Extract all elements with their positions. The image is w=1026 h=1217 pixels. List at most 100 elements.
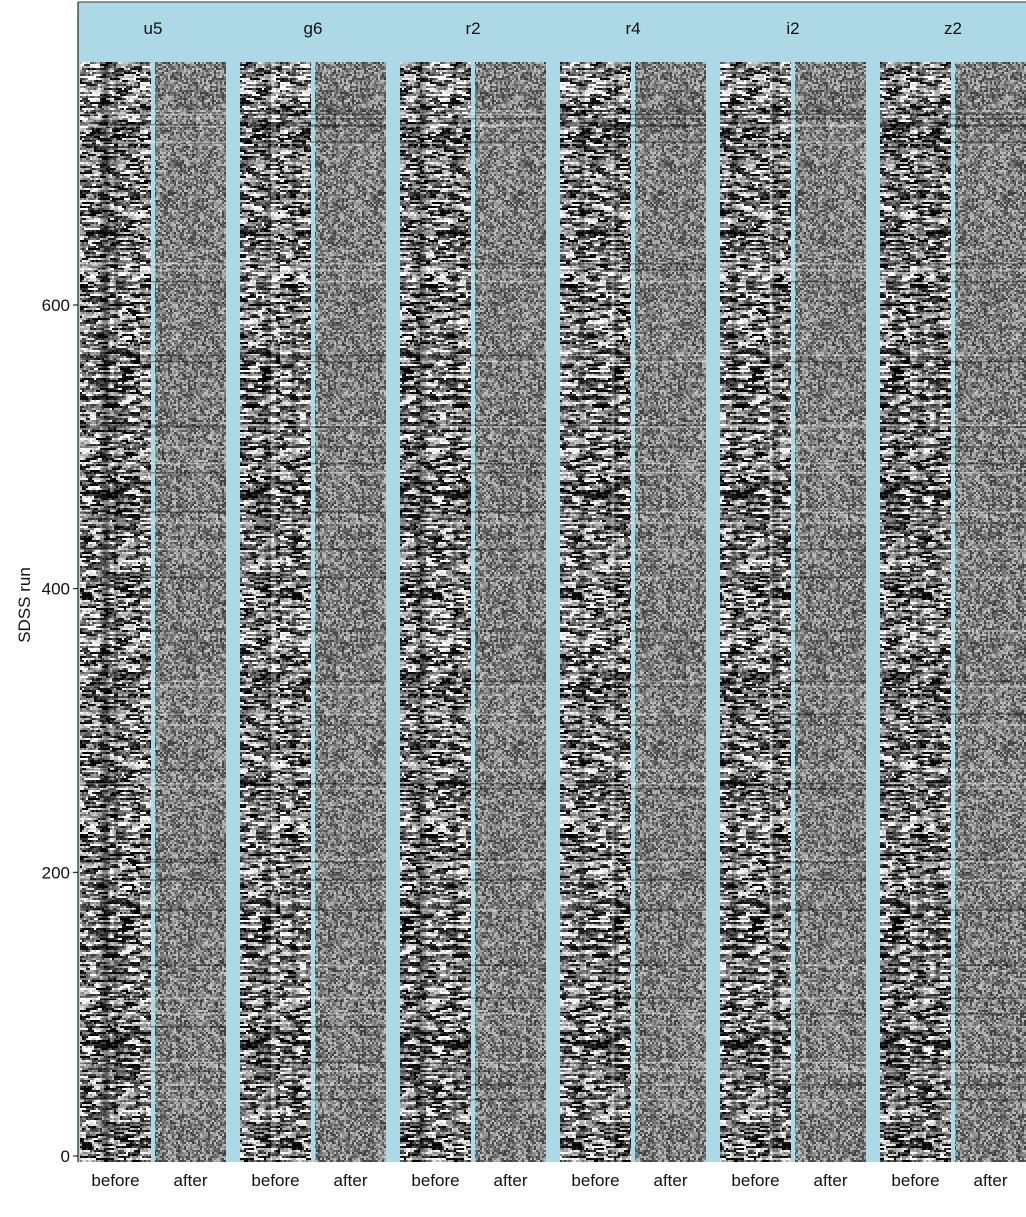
run-streak [560, 462, 706, 465]
run-streak [560, 511, 706, 513]
run-streak [720, 360, 866, 363]
run-streak [720, 713, 866, 715]
run-streak [720, 426, 866, 428]
run-streak [720, 909, 866, 911]
run-streak [560, 113, 706, 115]
run-streak [400, 858, 546, 861]
run-streak [240, 472, 386, 474]
run-streak [720, 1061, 866, 1064]
run-streak [240, 522, 386, 524]
heatmap-r2-before [400, 62, 471, 1162]
run-streak [720, 1013, 866, 1015]
panel-i2: i2 [720, 19, 866, 1162]
run-streak [560, 861, 706, 863]
run-streak [400, 263, 546, 265]
run-streak [80, 713, 226, 715]
run-streak [720, 630, 866, 632]
run-streak [720, 548, 866, 551]
run-streak [720, 997, 866, 999]
run-streak [560, 1070, 706, 1073]
run-streak [720, 858, 866, 861]
run-streak [80, 426, 226, 428]
run-streak [560, 1061, 706, 1064]
run-streak [560, 879, 706, 881]
run-streak [400, 360, 546, 363]
run-streak [240, 909, 386, 911]
run-streak [880, 280, 1026, 283]
run-streak [80, 630, 226, 632]
run-streak [880, 879, 1026, 881]
run-streak [400, 118, 546, 120]
run-streak [720, 879, 866, 881]
run-streak [80, 964, 226, 967]
run-streak [80, 858, 226, 861]
run-streak [240, 787, 386, 790]
run-streak [400, 964, 546, 967]
run-streak [880, 446, 1026, 448]
run-streak [80, 1013, 226, 1015]
run-streak [560, 446, 706, 448]
run-streak [560, 124, 706, 126]
column-band [611, 62, 615, 1162]
run-streak [400, 511, 546, 513]
run-streak [80, 110, 226, 112]
run-streak [880, 769, 1026, 771]
run-streak [880, 1084, 1026, 1086]
run-streak [400, 110, 546, 112]
run-streak [400, 1026, 546, 1028]
run-streak [560, 1026, 706, 1028]
panel-r4: r4 [560, 19, 706, 1162]
heatmap-z2-after [955, 62, 1026, 1162]
run-streak [400, 1013, 546, 1015]
run-streak [400, 879, 546, 881]
run-streak [240, 713, 386, 715]
plot-background [77, 1, 1026, 1162]
column-band [731, 62, 737, 1162]
run-streak [560, 964, 706, 967]
run-streak [240, 360, 386, 363]
run-streak [720, 769, 866, 771]
y-axis: SDSS run 0 200 400 600 [15, 296, 78, 1166]
run-streak [560, 141, 706, 143]
run-streak [240, 685, 386, 688]
run-streak [560, 685, 706, 688]
run-streak [80, 113, 226, 115]
run-streak [400, 280, 546, 283]
run-streak [80, 909, 226, 911]
run-streak [80, 685, 226, 688]
run-streak [400, 685, 546, 688]
run-streak [720, 263, 866, 265]
panel-label-r2: r2 [465, 19, 480, 38]
run-streak [80, 280, 226, 283]
x-tick-label-r2-before: before [411, 1171, 459, 1190]
y-tick-label-400: 400 [42, 580, 70, 599]
run-streak [240, 110, 386, 112]
run-streak [240, 997, 386, 999]
run-streak [240, 269, 386, 271]
run-streak [400, 269, 546, 271]
run-streak [400, 1070, 546, 1073]
run-streak [560, 576, 706, 579]
run-streak [400, 446, 546, 448]
run-streak [80, 997, 226, 999]
run-streak [880, 354, 1026, 357]
run-streak [720, 1026, 866, 1028]
run-streak [80, 354, 226, 357]
run-streak [880, 713, 1026, 715]
run-streak [720, 124, 866, 126]
run-streak [400, 124, 546, 126]
panel-label-g6: g6 [304, 19, 323, 38]
run-streak [560, 360, 706, 363]
run-streak [720, 522, 866, 524]
run-streak [400, 548, 546, 551]
run-streak [720, 462, 866, 465]
run-streak [400, 680, 546, 683]
run-streak [80, 1026, 226, 1028]
run-streak [240, 1098, 386, 1101]
run-streak [240, 1013, 386, 1015]
run-streak [240, 511, 386, 513]
heatmap-r4-after [635, 62, 706, 1162]
run-streak [80, 263, 226, 265]
heatmap-i2-before [720, 62, 791, 1162]
run-streak [560, 782, 706, 785]
